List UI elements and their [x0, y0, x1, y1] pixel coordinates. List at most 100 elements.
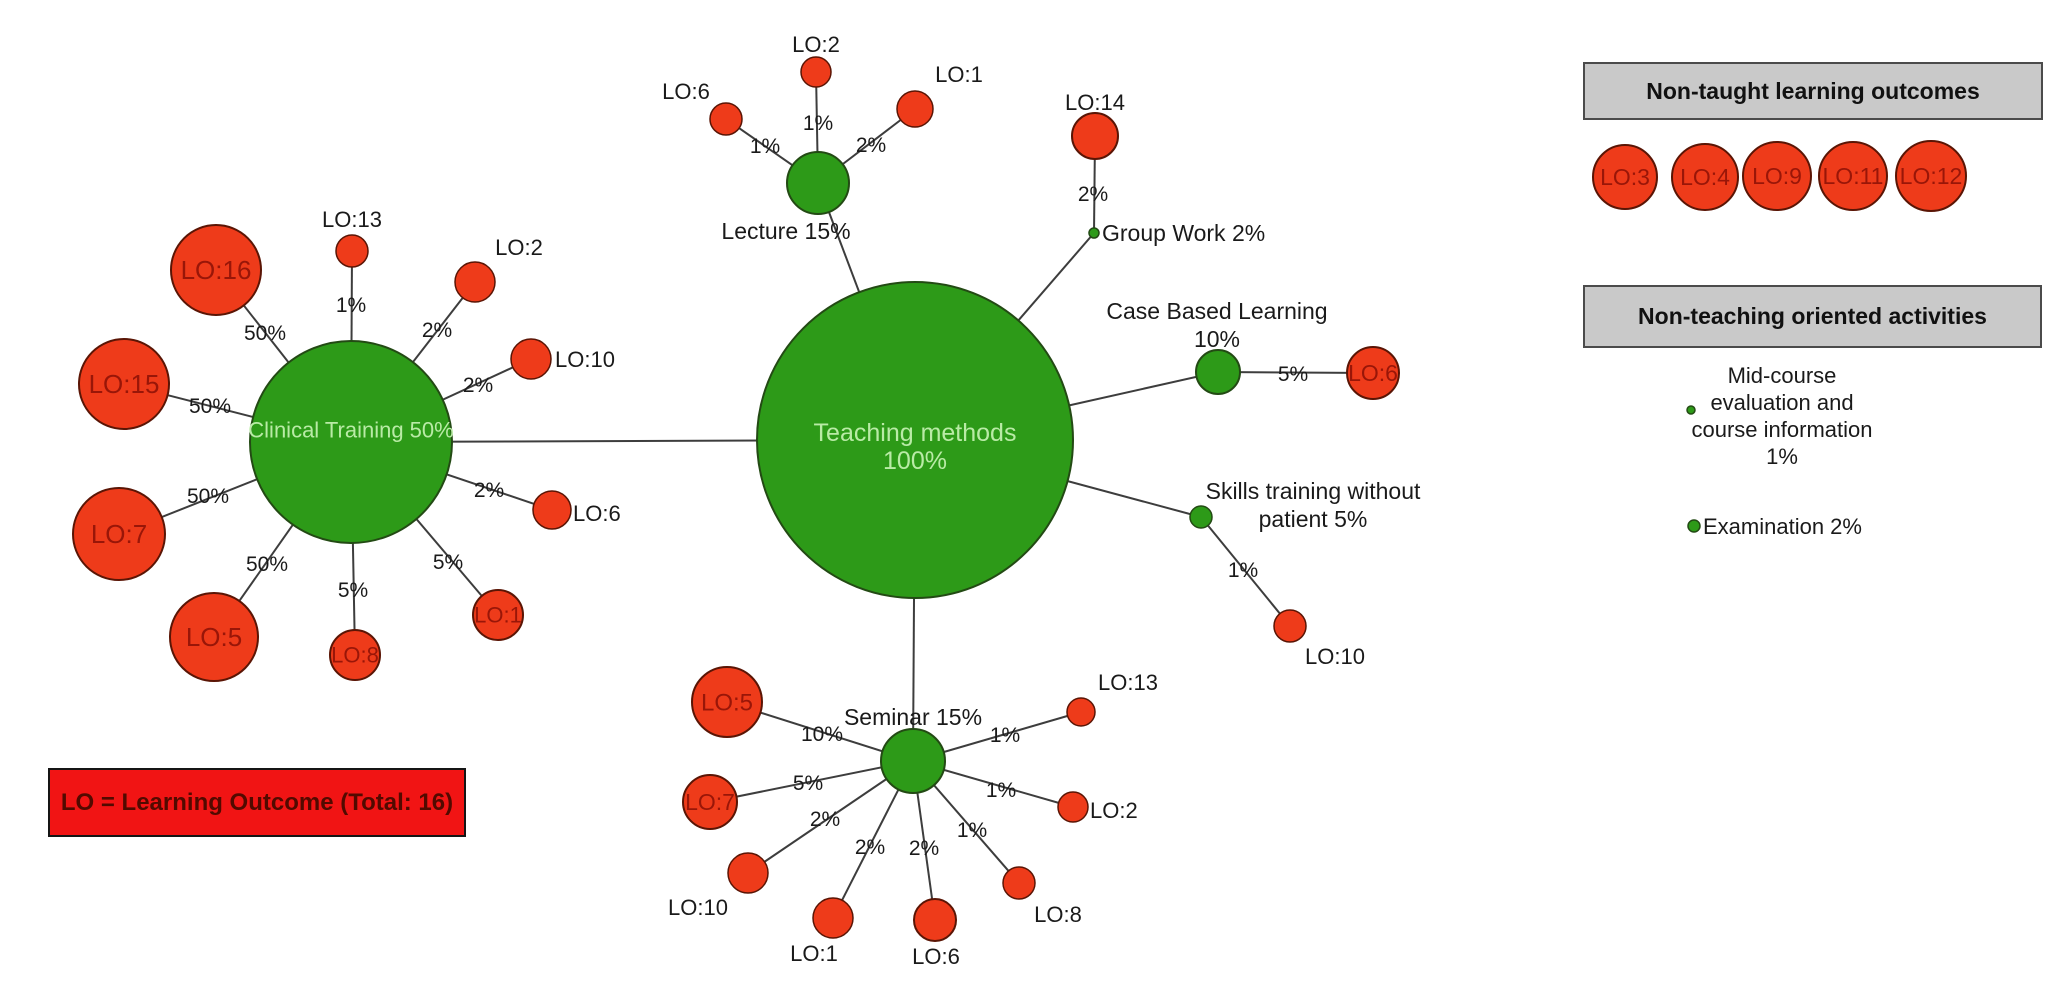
- node-seminar-lo5: [691, 666, 763, 738]
- node-lecture-lo6: [709, 102, 743, 136]
- edge-label-skills-training--skills-lo10: 1%: [1228, 559, 1258, 582]
- label-skills-training-line2: patient 5%: [1259, 506, 1368, 532]
- label-clinical-lo10: LO:10: [555, 347, 615, 372]
- label-clinical-lo2: LO:2: [495, 235, 543, 260]
- node-clinical-lo7: [72, 487, 166, 581]
- edge-label-seminar--seminar-lo8: 1%: [957, 819, 987, 842]
- node-nontaught-lo9: [1742, 141, 1812, 211]
- non-teaching-header: Non-teaching oriented activities: [1583, 285, 2042, 348]
- node-seminar-lo8: [1002, 866, 1036, 900]
- node-clinical-lo16: [170, 224, 262, 316]
- node-seminar-lo1: [812, 897, 854, 939]
- label-groupwork-lo14: LO:14: [1065, 90, 1125, 115]
- node-examination-dot: [1687, 519, 1701, 533]
- node-clinical-training: [249, 340, 453, 544]
- label-seminar-lo13: LO:13: [1098, 670, 1158, 695]
- node-lecture: [786, 151, 850, 215]
- edge-label-case-based-learning--cbl-lo6: 5%: [1278, 363, 1308, 386]
- node-nontaught-lo3: [1592, 144, 1658, 210]
- edge-label-clinical-training--clinical-lo8: 5%: [338, 579, 368, 602]
- edge-label-lecture--lecture-lo2: 1%: [803, 112, 833, 135]
- label-nontaught-lo12: LO:12: [1900, 163, 1963, 189]
- label-case-based-learning-line1: Case Based Learning: [1106, 298, 1327, 324]
- label-case-based-learning-line2: 10%: [1194, 326, 1240, 352]
- label-seminar-lo5: LO:5: [701, 689, 753, 716]
- label-clinical-lo7: LO:7: [91, 519, 147, 549]
- node-cbl-lo6: [1346, 346, 1400, 400]
- node-clinical-lo1: [472, 589, 524, 641]
- edge-seminar--seminar-lo10: [747, 760, 914, 874]
- node-clinical-lo8: [329, 629, 381, 681]
- edge-skills-training--skills-lo10: [1200, 516, 1291, 627]
- edge-label-seminar--seminar-lo6: 2%: [909, 837, 939, 860]
- label-skills-training-line1: Skills training without: [1206, 478, 1421, 504]
- node-midcourse-dot: [1686, 405, 1696, 415]
- label-seminar-lo2: LO:2: [1090, 798, 1138, 823]
- label-lecture: Lecture 15%: [721, 218, 850, 244]
- edge-label-clinical-training--clinical-lo16: 50%: [244, 322, 286, 345]
- label-clinical-lo1: LO:1: [474, 603, 522, 628]
- edge-label-clinical-training--clinical-lo2: 2%: [422, 319, 452, 342]
- node-clinical-lo2: [454, 261, 496, 303]
- edge-label-clinical-training--clinical-lo5: 50%: [246, 553, 288, 576]
- label-nontaught-lo3: LO:3: [1600, 164, 1650, 190]
- label-nontaught-lo9: LO:9: [1752, 163, 1802, 189]
- label-seminar-lo8: LO:8: [1034, 902, 1082, 927]
- node-nontaught-lo11: [1818, 141, 1888, 211]
- node-groupwork-lo14: [1071, 112, 1119, 160]
- label-clinical-lo15: LO:15: [89, 369, 160, 399]
- node-seminar-lo13: [1066, 697, 1096, 727]
- edge-label-clinical-training--clinical-lo15: 50%: [189, 395, 231, 418]
- lo-legend-box: LO = Learning Outcome (Total: 16): [48, 768, 466, 837]
- label-cbl-lo6: LO:6: [1348, 360, 1398, 386]
- label-skills-lo10: LO:10: [1305, 644, 1365, 669]
- edge-label-seminar--seminar-lo5: 10%: [801, 723, 843, 746]
- label-seminar-lo1: LO:1: [790, 941, 838, 966]
- label-seminar: Seminar 15%: [844, 704, 982, 730]
- label-clinical-lo8: LO:8: [331, 643, 379, 668]
- node-clinical-lo10: [510, 338, 552, 380]
- node-nontaught-lo4: [1671, 143, 1739, 211]
- edge-label-clinical-training--clinical-lo13: 1%: [336, 294, 366, 317]
- edge-label-group-work--groupwork-lo14: 2%: [1078, 183, 1108, 206]
- non-taught-header: Non-taught learning outcomes: [1583, 62, 2043, 120]
- node-clinical-lo15: [78, 338, 170, 430]
- node-nontaught-lo12: [1895, 140, 1967, 212]
- label-clinical-lo5: LO:5: [186, 622, 242, 652]
- label-seminar-lo10: LO:10: [668, 895, 728, 920]
- edge-seminar--seminar-lo7: [709, 760, 914, 803]
- node-case-based-learning: [1195, 349, 1241, 395]
- label-lecture-lo2: LO:2: [792, 32, 840, 57]
- edge-label-lecture--lecture-lo6: 1%: [750, 135, 780, 158]
- edge-label-seminar--seminar-lo1: 2%: [855, 836, 885, 859]
- node-lecture-lo1: [896, 90, 934, 128]
- label-clinical-lo6: LO:6: [573, 501, 621, 526]
- edge-label-seminar--seminar-lo2: 1%: [986, 779, 1016, 802]
- label-clinical-lo16: LO:16: [181, 255, 252, 285]
- edge-label-seminar--seminar-lo7: 5%: [793, 772, 823, 795]
- node-skills-training: [1189, 505, 1213, 529]
- label-clinical-training: Clinical Training 50%: [248, 418, 453, 443]
- label-teaching-methods-line2: 100%: [883, 447, 947, 475]
- edge-label-clinical-training--clinical-lo7: 50%: [187, 485, 229, 508]
- label-nontaught-lo11: LO:11: [1823, 163, 1884, 189]
- node-clinical-lo13: [335, 234, 369, 268]
- edge-label-seminar--seminar-lo13: 1%: [990, 724, 1020, 747]
- node-seminar: [880, 728, 946, 794]
- examination-label: Examination 2%: [1703, 514, 1862, 539]
- edge-label-clinical-training--clinical-lo6: 2%: [474, 479, 504, 502]
- node-clinical-lo5: [169, 592, 259, 682]
- node-clinical-lo6: [532, 490, 572, 530]
- node-group-work: [1088, 227, 1100, 239]
- label-seminar-lo7: LO:7: [685, 789, 735, 815]
- node-skills-lo10: [1273, 609, 1307, 643]
- node-teaching-methods: [756, 281, 1074, 599]
- node-lecture-lo2: [800, 56, 832, 88]
- label-lecture-lo6: LO:6: [662, 79, 710, 104]
- edge-label-lecture--lecture-lo1: 2%: [856, 134, 886, 157]
- edge-label-clinical-training--clinical-lo10: 2%: [463, 374, 493, 397]
- label-nontaught-lo4: LO:4: [1680, 164, 1730, 190]
- label-teaching-methods-line1: Teaching methods: [814, 419, 1017, 447]
- node-seminar-lo2: [1057, 791, 1089, 823]
